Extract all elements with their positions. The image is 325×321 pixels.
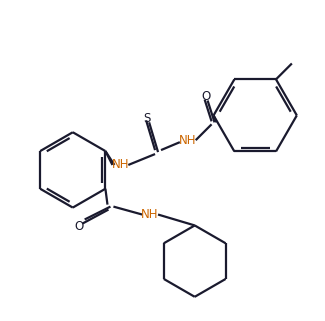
Text: NH: NH — [111, 159, 129, 171]
Text: O: O — [74, 220, 83, 233]
Text: O: O — [201, 90, 210, 103]
Text: S: S — [143, 112, 151, 125]
Text: NH: NH — [179, 134, 197, 147]
Text: NH: NH — [141, 208, 159, 221]
